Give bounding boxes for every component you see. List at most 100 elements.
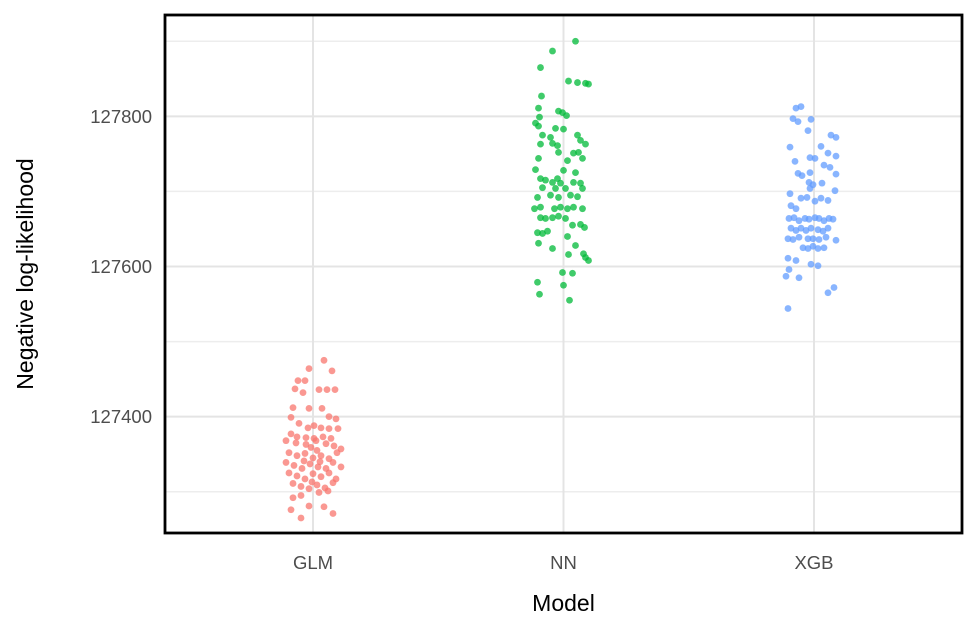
data-point — [564, 205, 571, 213]
data-point — [792, 205, 800, 213]
data-point — [310, 422, 318, 430]
data-point — [792, 257, 800, 264]
data-point — [317, 452, 325, 460]
y-axis-title: Negative log-likelihood — [12, 158, 38, 389]
data-point — [565, 251, 572, 258]
data-point — [560, 125, 567, 133]
data-point — [579, 154, 586, 162]
y-tick-label: 127800 — [90, 106, 152, 127]
data-point — [569, 269, 576, 277]
data-point — [312, 437, 320, 445]
data-point — [537, 140, 544, 148]
data-point — [332, 415, 340, 423]
data-point — [552, 124, 559, 132]
data-point — [307, 444, 315, 451]
data-point — [313, 447, 321, 454]
data-point — [315, 386, 323, 394]
data-point — [532, 166, 539, 174]
data-point — [784, 305, 792, 312]
data-point — [787, 202, 795, 210]
data-point — [564, 157, 571, 165]
data-point — [299, 389, 307, 397]
data-point — [585, 80, 592, 88]
data-point — [320, 503, 328, 511]
data-point — [570, 149, 577, 157]
data-point — [814, 245, 822, 252]
data-point — [795, 217, 803, 225]
data-point — [287, 506, 295, 514]
data-point — [306, 460, 314, 468]
data-point — [565, 77, 572, 85]
data-point — [795, 274, 803, 282]
data-point — [560, 281, 567, 289]
data-point — [537, 203, 544, 211]
data-point — [308, 478, 316, 486]
data-point — [329, 459, 337, 466]
data-point — [560, 167, 567, 174]
y-axis-tick-labels: 127400 127600 127800 — [90, 106, 152, 427]
data-point — [287, 413, 295, 421]
data-point — [826, 163, 834, 171]
data-point — [289, 480, 297, 487]
data-point — [562, 215, 569, 222]
data-point — [572, 242, 579, 249]
data-point — [799, 244, 807, 252]
data-point — [579, 185, 586, 192]
data-point — [330, 442, 338, 450]
data-point — [577, 136, 584, 144]
data-point — [329, 510, 337, 517]
data-point — [807, 260, 815, 268]
y-tick-label: 127600 — [90, 256, 152, 277]
data-point — [313, 481, 321, 489]
data-point — [317, 473, 325, 481]
data-point — [535, 122, 542, 130]
data-point — [305, 502, 313, 510]
data-point — [817, 194, 825, 202]
data-point — [784, 235, 792, 243]
data-point — [789, 236, 797, 243]
data-point — [320, 356, 328, 364]
data-point — [811, 154, 819, 162]
data-point — [790, 214, 798, 222]
data-point — [552, 185, 559, 192]
data-point — [555, 212, 562, 220]
data-point — [297, 492, 305, 499]
data-point — [302, 434, 310, 442]
series-nn — [531, 37, 592, 304]
data-point — [824, 289, 832, 297]
series-xgb — [782, 103, 840, 312]
data-point — [542, 215, 549, 222]
data-point — [574, 193, 581, 201]
data-point — [539, 131, 546, 139]
data-point — [797, 103, 805, 110]
data-point — [554, 175, 561, 183]
data-point — [562, 185, 569, 192]
data-point — [574, 131, 581, 139]
panel-border — [163, 13, 964, 535]
data-point — [824, 224, 832, 232]
data-point — [575, 148, 582, 156]
data-point — [293, 433, 301, 441]
data-point — [328, 367, 336, 375]
data-point — [804, 127, 812, 135]
data-point — [536, 290, 543, 298]
data-point — [282, 437, 290, 445]
data-point — [301, 475, 309, 483]
data-point — [298, 465, 306, 472]
data-point — [324, 487, 332, 495]
data-point — [549, 179, 556, 186]
data-point — [297, 483, 305, 490]
data-point — [831, 187, 839, 195]
data-point — [820, 244, 828, 252]
data-point — [327, 435, 335, 442]
data-point — [551, 205, 558, 213]
data-point — [315, 489, 323, 496]
data-point — [534, 194, 541, 201]
data-point — [539, 184, 546, 192]
data-point — [818, 179, 826, 187]
data-point — [832, 152, 840, 160]
data-point — [305, 404, 313, 412]
data-point — [537, 64, 544, 71]
